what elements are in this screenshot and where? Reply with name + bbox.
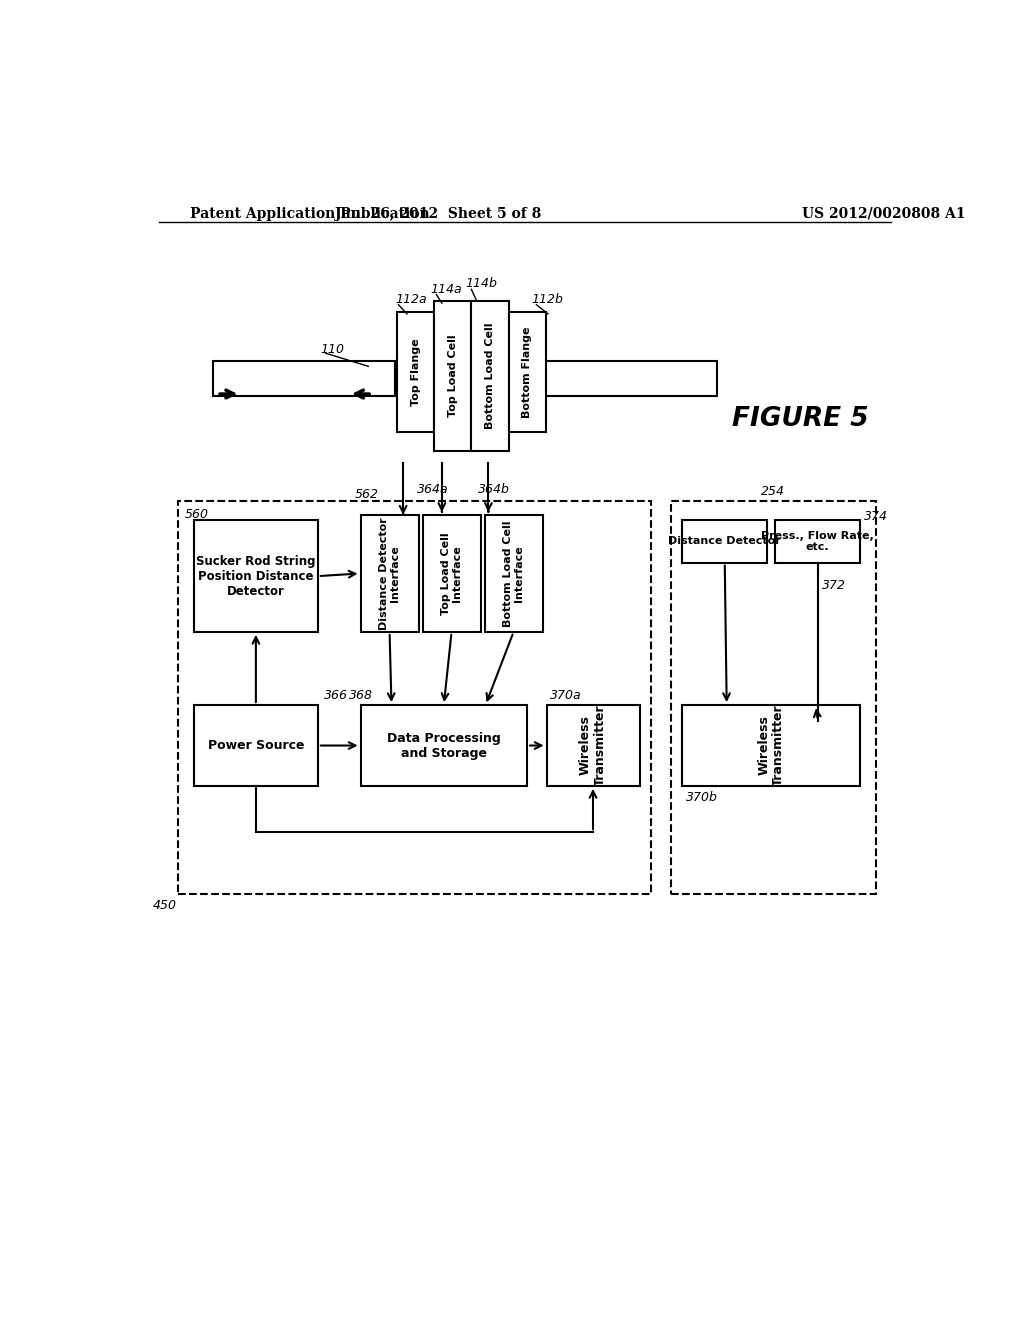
Bar xyxy=(544,360,717,396)
Text: 110: 110 xyxy=(321,343,344,356)
Text: 254: 254 xyxy=(761,486,785,499)
Text: FIGURE 5: FIGURE 5 xyxy=(732,405,869,432)
Bar xyxy=(547,705,640,785)
Text: Power Source: Power Source xyxy=(208,739,304,752)
Bar xyxy=(397,313,434,432)
Text: Wireless
Transmitter: Wireless Transmitter xyxy=(758,705,785,787)
Text: 370a: 370a xyxy=(550,689,582,702)
Bar xyxy=(178,502,651,894)
Bar xyxy=(194,520,317,632)
Text: 372: 372 xyxy=(821,579,846,593)
Text: US 2012/0020808 A1: US 2012/0020808 A1 xyxy=(802,207,966,220)
Text: 114b: 114b xyxy=(465,277,497,290)
Bar xyxy=(471,301,509,451)
Text: 370b: 370b xyxy=(686,791,718,804)
Bar xyxy=(423,515,480,632)
Text: 450: 450 xyxy=(153,899,177,912)
Text: 374: 374 xyxy=(864,510,888,523)
Text: Jan. 26, 2012  Sheet 5 of 8: Jan. 26, 2012 Sheet 5 of 8 xyxy=(335,207,541,220)
Text: Data Processing
and Storage: Data Processing and Storage xyxy=(387,731,501,759)
Text: Bottom Load Cell
Interface: Bottom Load Cell Interface xyxy=(503,520,524,627)
Text: Patent Application Publication: Patent Application Publication xyxy=(190,207,430,220)
Text: 112a: 112a xyxy=(395,293,427,306)
Text: Sucker Rod String
Position Distance
Detector: Sucker Rod String Position Distance Dete… xyxy=(197,554,315,598)
Text: 114a: 114a xyxy=(430,282,462,296)
Bar xyxy=(484,515,543,632)
Text: Distance Detector: Distance Detector xyxy=(669,536,781,546)
Bar xyxy=(775,520,860,562)
Bar xyxy=(360,515,419,632)
Text: 368: 368 xyxy=(349,689,373,702)
Text: 560: 560 xyxy=(184,508,209,521)
Text: 364a: 364a xyxy=(417,483,449,496)
Text: 364b: 364b xyxy=(478,483,510,496)
Bar xyxy=(194,705,317,785)
Text: Bottom Load Cell: Bottom Load Cell xyxy=(485,322,495,429)
Text: Wireless
Transmitter: Wireless Transmitter xyxy=(579,705,607,787)
Text: 112b: 112b xyxy=(531,293,563,306)
Text: Distance Detector
Interface: Distance Detector Interface xyxy=(379,517,400,630)
Text: 366: 366 xyxy=(324,689,348,702)
Bar xyxy=(213,360,395,396)
Text: 562: 562 xyxy=(354,487,379,500)
Bar xyxy=(682,520,767,562)
Text: Top Load Cell
Interface: Top Load Cell Interface xyxy=(440,532,463,615)
Text: Bottom Flange: Bottom Flange xyxy=(522,326,532,418)
Bar xyxy=(682,705,860,785)
Bar xyxy=(434,301,471,451)
Bar xyxy=(360,705,527,785)
Text: Top Load Cell: Top Load Cell xyxy=(447,334,458,417)
Text: Top Flange: Top Flange xyxy=(411,338,421,405)
Bar xyxy=(671,502,876,894)
Text: Press., Flow Rate,
etc.: Press., Flow Rate, etc. xyxy=(762,531,874,552)
Bar xyxy=(509,313,546,432)
